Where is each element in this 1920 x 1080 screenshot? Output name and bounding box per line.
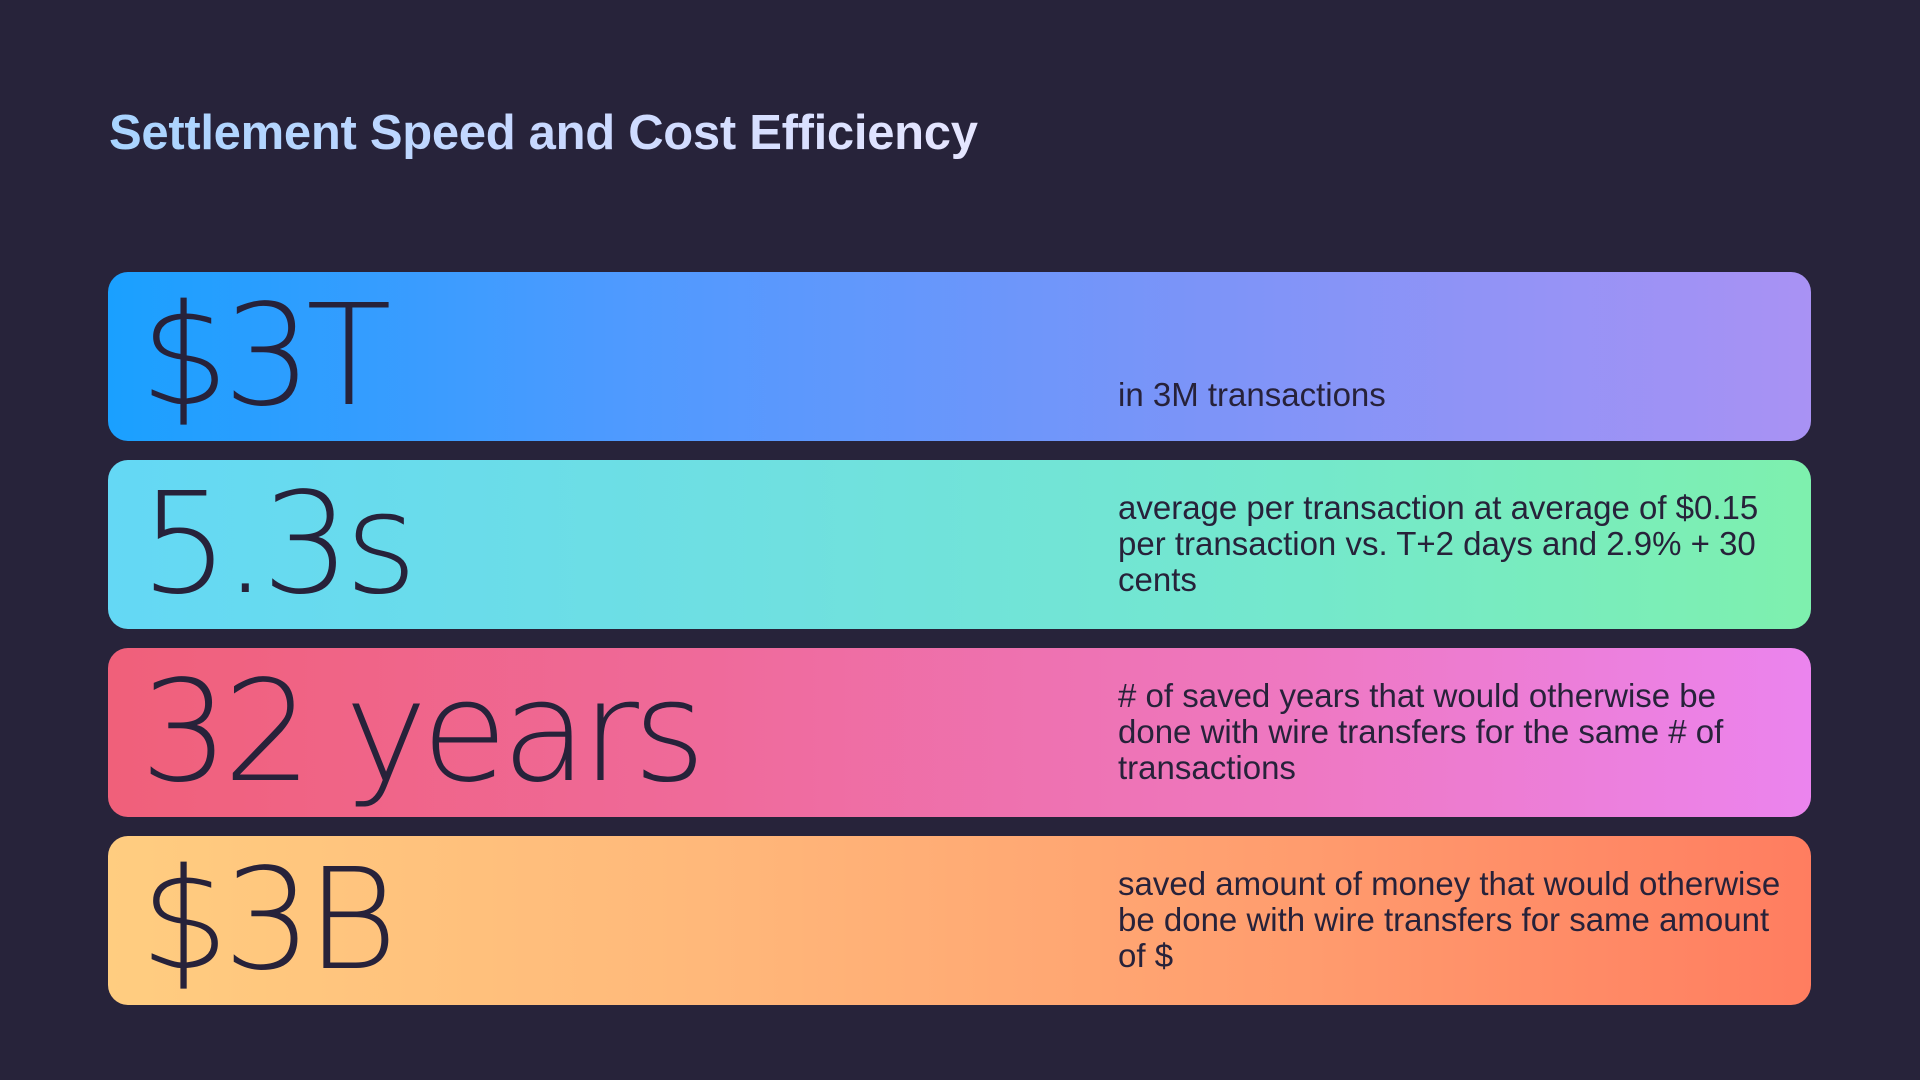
stat-card-speed: 5.3s average per transaction at average … [108, 460, 1811, 629]
stat-value: 5.3s [140, 462, 418, 626]
stat-description: average per transaction at average of $0… [1118, 489, 1759, 598]
slide-title: Settlement Speed and Cost Efficiency [109, 106, 978, 160]
stat-card-money-saved: $3B saved amount of money that would oth… [108, 836, 1811, 1005]
stat-value: $3B [140, 838, 398, 1002]
stat-description: # of saved years that would otherwise be… [1118, 677, 1724, 786]
stat-card-volume: $3T in 3M transactions [108, 272, 1811, 441]
stat-value: $3T [140, 274, 392, 438]
stats-list: $3T in 3M transactions 5.3s average per … [108, 272, 1811, 1005]
stat-description: in 3M transactions [1118, 376, 1386, 413]
stat-card-years-saved: 32 years # of saved years that would oth… [108, 648, 1811, 817]
stat-value: 32 years [140, 650, 706, 814]
stat-description: saved amount of money that would otherwi… [1118, 865, 1781, 974]
